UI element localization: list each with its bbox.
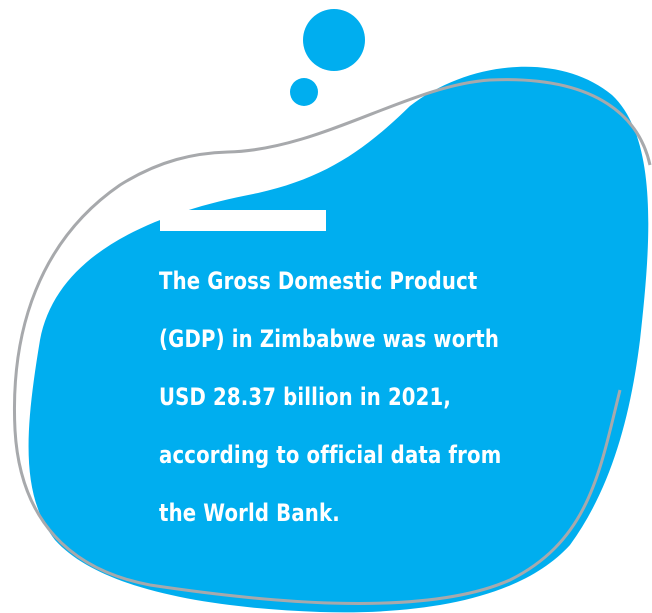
accent-bar [160,210,326,231]
fact-line: according to official data from [159,441,502,469]
small-bubble [290,78,318,106]
large-bubble [303,9,365,71]
fact-paragraph: The Gross Domestic Product (GDP) in Zimb… [159,252,503,542]
fact-line: USD 28.37 billion in 2021, [159,383,452,411]
blue-blob-shape [28,66,649,613]
fact-line: The Gross Domestic Product [159,267,478,295]
fact-line: (GDP) in Zimbabwe was worth [159,325,500,353]
grey-outline-loop [12,78,652,605]
fact-line: the World Bank. [159,499,340,527]
